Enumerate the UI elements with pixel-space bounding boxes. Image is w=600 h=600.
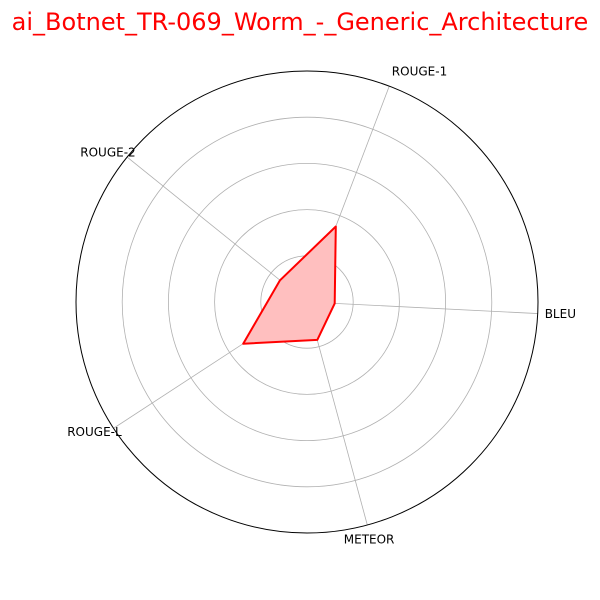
- axis-spoke-bleu: [306, 301, 538, 314]
- series-layer: [242, 225, 337, 345]
- axis-label-bleu: BLEU: [545, 307, 576, 321]
- outer-frame: [75, 70, 539, 534]
- series-area-1: [243, 226, 336, 344]
- chart-title: ai_Botnet_TR-069_Worm_-_Generic_Architec…: [11, 8, 589, 36]
- series-line-1: [242, 225, 337, 345]
- axis-label-layer: BLEU ROUGE-1 ROUGE-2 ROUGE-L METEOR: [67, 65, 576, 547]
- axis-label-rouge-1: ROUGE-1: [392, 65, 447, 79]
- grid-ring-4: [121, 116, 493, 488]
- axis-label-meteor: METEOR: [344, 533, 395, 547]
- axis-label-rouge-l: ROUGE-L: [67, 425, 122, 439]
- axis-label-rouge-2: ROUGE-2: [80, 146, 135, 160]
- axis-spoke-rouge-2: [126, 156, 308, 303]
- grid-ring-2: [214, 209, 400, 395]
- grid-ring-3: [167, 162, 447, 442]
